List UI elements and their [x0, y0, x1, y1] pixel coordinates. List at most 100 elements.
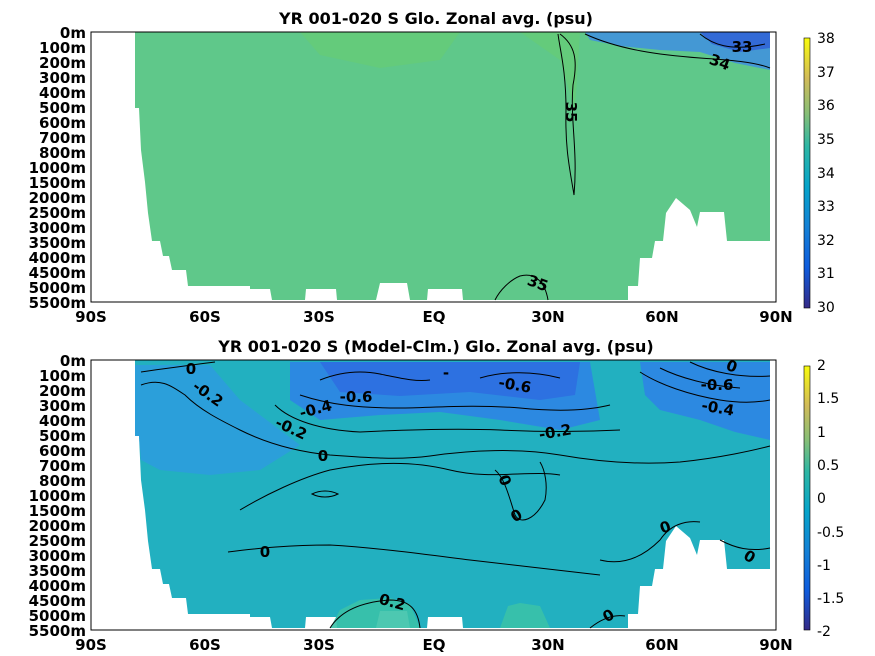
- panel-1-cold-core: [700, 32, 770, 52]
- panel-1-axes: 90S 60S 30S EQ 30N 60N 90N 0m 100m 200m …: [29, 24, 793, 326]
- panel-1-colorbar-bar: [803, 37, 811, 309]
- panel-2-contour-label: 0: [318, 447, 328, 465]
- panel-1-y-tick: 3000m: [29, 219, 86, 237]
- panel-2-y-tick: 300m: [39, 397, 86, 415]
- panel-2-y-tick: 600m: [39, 442, 86, 460]
- panel-2-y-tick: 200m: [39, 382, 86, 400]
- panel-2-axes: 90S 60S 30S EQ 30N 60N 90N 0m 100m 200m …: [29, 352, 793, 654]
- panel-2-colorbar-tick: 0.5: [817, 458, 839, 474]
- panel-2-y-tick: 3500m: [29, 562, 86, 580]
- panel-1-contour-33: [699, 33, 766, 48]
- panel-1-y-tick: 1500m: [29, 174, 86, 192]
- panel-2-y-tick: 800m: [39, 472, 86, 490]
- panel-2-contour-neg06b: [479, 372, 561, 379]
- panel-2-contour-label: -0.2: [537, 420, 572, 443]
- panel-2-y-tick: 500m: [39, 427, 86, 445]
- panel-2-y-tick: 5000m: [29, 607, 86, 625]
- panel-2-y-tick: 2500m: [29, 532, 86, 550]
- panel-2-x-axis: 90S 60S 30S EQ 30N 60N 90N: [75, 636, 793, 654]
- panel-2-y-tick: 2000m: [29, 517, 86, 535]
- panel-2-colorbar-tick: 1.5: [817, 391, 839, 407]
- panel-1-y-tick: 5500m: [29, 294, 86, 312]
- panel-2-contour-label: 0: [260, 543, 270, 561]
- panel-1-contours: [494, 33, 771, 301]
- panel-1-colorbar-tick: 34: [817, 166, 835, 182]
- panel-1-x-tick: 90S: [75, 308, 107, 326]
- panel-1-x-tick: 30N: [531, 308, 564, 326]
- panel-2-contour-0-south: [140, 361, 216, 373]
- panel-2-contour-label: -0.6: [701, 376, 734, 394]
- panel-2-y-tick: 5500m: [29, 622, 86, 640]
- panel-1-contour-label: 35: [562, 102, 580, 123]
- panel-1-field: [91, 32, 776, 302]
- panel-2-pos-deep: [330, 598, 420, 628]
- panel-1-x-tick: 90N: [759, 308, 792, 326]
- panel-1-y-tick: 4500m: [29, 264, 86, 282]
- panel-1-axes-frame: [90, 31, 777, 303]
- panel-2-contour-north: [639, 371, 771, 403]
- panel-1-y-tick: 0m: [60, 24, 86, 42]
- panel-2-colorbar-tick: -1.5: [817, 591, 844, 607]
- panel-2-y-tick: 1500m: [29, 502, 86, 520]
- panel-2-contour-neg02-upper: [274, 404, 621, 433]
- panel-1-colorbar: 38 37 36 35 34 33 32 31 30: [803, 31, 835, 316]
- panel-1-salty-core: [300, 32, 460, 68]
- panel-2-y-tick: 3000m: [29, 547, 86, 565]
- panel-2-y-tick: 1000m: [29, 487, 86, 505]
- panel-2-y-tick: 100m: [39, 367, 86, 385]
- panel-2-colorbar-tick: -2: [817, 624, 831, 640]
- panel-2-contour-0-ne: [599, 521, 701, 563]
- panel-1-y-tick: 400m: [39, 84, 86, 102]
- panel-1-y-tick: 5000m: [29, 279, 86, 297]
- panel-2-contours: [140, 361, 771, 629]
- panel-2-contour-0-far-n: [719, 539, 771, 551]
- panel-1-title: YR 001-020 S Glo. Zonal avg. (psu): [278, 9, 593, 28]
- panel-2-title: YR 001-020 S (Model-Clm.) Glo. Zonal avg…: [217, 337, 654, 356]
- panel-2-x-tick: EQ: [423, 636, 446, 654]
- panel-2-colorbar-tick: -1: [817, 558, 831, 574]
- panel-2-axes-frame: [90, 359, 777, 631]
- panel-1-y-tick: 1000m: [29, 159, 86, 177]
- panel-1-y-tick: 800m: [39, 144, 86, 162]
- panel-2-contour-neg04: [299, 394, 611, 411]
- panel-2-colorbar-tick: 0: [817, 491, 826, 507]
- panel-2-x-tick: 90S: [75, 636, 107, 654]
- panel-1-y-tick: 100m: [39, 39, 86, 57]
- panel-1-colorbar-tick: 37: [817, 65, 835, 81]
- panel-1-y-tick: 2500m: [29, 204, 86, 222]
- panel-2-colorbar-bar: [803, 365, 811, 631]
- panel-2-contour-0-bottom: [589, 615, 626, 629]
- panel-1-contour-34: [584, 33, 771, 69]
- panel-1-x-tick: 30S: [303, 308, 335, 326]
- panel-2-contour-neg02-south: [140, 381, 771, 464]
- panel-2-x-tick: 30N: [531, 636, 564, 654]
- panel-2-contour-north2: [659, 367, 741, 389]
- panel-1-y-tick: 2000m: [29, 189, 86, 207]
- panel-2-neg-core: [320, 362, 580, 400]
- panel-2-contour-0-deep: [227, 544, 601, 576]
- panel-1-x-tick: 60N: [645, 308, 678, 326]
- panel-1-y-tick: 4000m: [29, 249, 86, 267]
- panel-2-y-tick: 700m: [39, 457, 86, 475]
- panel-1-colorbar-tick: 38: [817, 31, 835, 47]
- panel-2-y-axis: 0m 100m 200m 300m 400m 500m 600m 700m 80…: [29, 352, 86, 640]
- panel-1-colorbar-tick: 33: [817, 199, 835, 215]
- panel-2-colorbar: 2 1.5 1 0.5 0 -0.5 -1 -1.5 -2: [803, 358, 844, 640]
- panel-2-contour-label: 0: [186, 360, 196, 378]
- panel-1-y-tick: 300m: [39, 69, 86, 87]
- panel-2-contour-label: -0.4: [700, 396, 735, 419]
- panel-1-y-tick: 500m: [39, 99, 86, 117]
- panel-2-contour-label: -0.6: [340, 388, 373, 406]
- panel-1-colorbar-tick: 35: [817, 132, 835, 148]
- panel-2-y-tick: 400m: [39, 412, 86, 430]
- panel-2-y-tick: 0m: [60, 352, 86, 370]
- panel-2-x-tick: 30S: [303, 636, 335, 654]
- panel-1-y-tick: 3500m: [29, 234, 86, 252]
- panel-2-neg-north: [640, 362, 770, 440]
- panel-2-colorbar-tick: 1: [817, 425, 826, 441]
- panel-2-contour-north3: [689, 361, 771, 377]
- panel-2-x-tick: 60N: [645, 636, 678, 654]
- panel-1-colorbar-tick: 31: [817, 266, 835, 282]
- panel-2-colorbar-tick: -0.5: [817, 525, 844, 541]
- panel-2-field: [91, 360, 776, 630]
